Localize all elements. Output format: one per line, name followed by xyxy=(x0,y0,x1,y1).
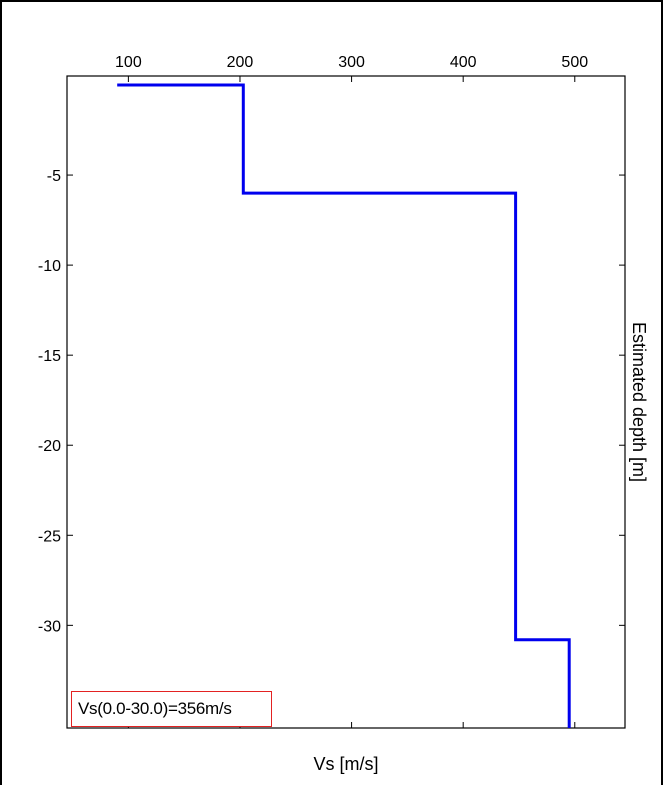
y-tick-label: -20 xyxy=(38,438,61,455)
x-tick-label: 500 xyxy=(561,54,588,71)
plot-area xyxy=(66,75,626,729)
y-tick-label: -15 xyxy=(38,348,61,365)
x-axis-ticks: 100 200 300 400 500 xyxy=(115,54,588,728)
y-tick-label: -10 xyxy=(38,258,61,275)
x-axis-label: Vs [m/s] xyxy=(313,754,378,774)
x-tick-label: 200 xyxy=(227,54,254,71)
y-axis-label: Estimated depth [m] xyxy=(629,322,649,482)
y-tick-label: -25 xyxy=(38,528,61,545)
x-tick-label: 400 xyxy=(450,54,477,71)
velocity-profile-line xyxy=(117,83,571,728)
vs30-annotation: Vs(0.0-30.0)=356m/s xyxy=(71,691,272,727)
y-axis-ticks: -5 -10 -15 -20 -25 -30 xyxy=(38,168,625,635)
x-tick-label: 100 xyxy=(115,54,142,71)
y-tick-label: -30 xyxy=(38,618,61,635)
y-tick-label: -5 xyxy=(47,168,61,185)
series-group xyxy=(117,83,571,728)
x-tick-label: 300 xyxy=(338,54,365,71)
